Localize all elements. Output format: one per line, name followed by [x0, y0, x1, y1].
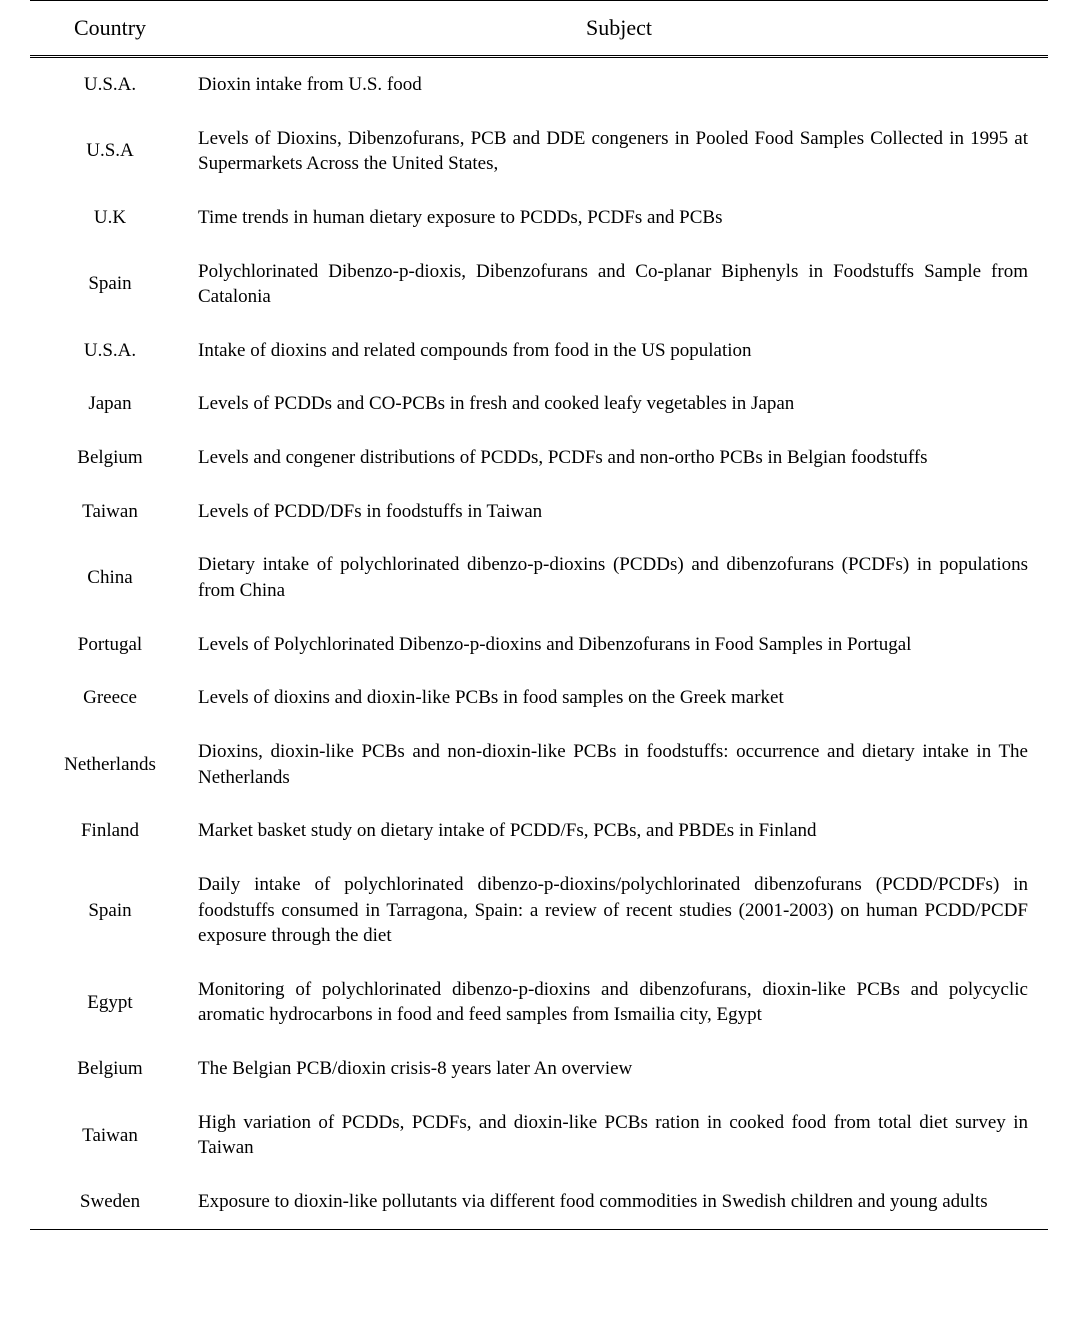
country-cell: Spain	[30, 245, 190, 324]
subject-cell: Market basket study on dietary intake of…	[190, 804, 1048, 858]
subject-cell: Dioxins, dioxin-like PCBs and non-dioxin…	[190, 725, 1048, 804]
country-cell: Belgium	[30, 431, 190, 485]
table-row: U.S.A Levels of Dioxins, Dibenzofurans, …	[30, 112, 1048, 191]
table-row: U.S.A. Intake of dioxins and related com…	[30, 324, 1048, 378]
country-cell: Spain	[30, 858, 190, 963]
table-body: U.S.A. Dioxin intake from U.S. food U.S.…	[30, 57, 1048, 1230]
country-cell: Netherlands	[30, 725, 190, 804]
country-cell: China	[30, 538, 190, 617]
subject-cell: Polychlorinated Dibenzo-p-dioxis, Dibenz…	[190, 245, 1048, 324]
table-row: Taiwan High variation of PCDDs, PCDFs, a…	[30, 1096, 1048, 1175]
table-row: Belgium Levels and congener distribution…	[30, 431, 1048, 485]
table-row: Spain Daily intake of polychlorinated di…	[30, 858, 1048, 963]
subject-cell: Levels of dioxins and dioxin-like PCBs i…	[190, 671, 1048, 725]
subject-cell: Dioxin intake from U.S. food	[190, 57, 1048, 112]
country-cell: Finland	[30, 804, 190, 858]
subject-cell: Daily intake of polychlorinated dibenzo-…	[190, 858, 1048, 963]
table-container: Country Subject U.S.A. Dioxin intake fro…	[0, 0, 1078, 1230]
subject-cell: Exposure to dioxin-like pollutants via d…	[190, 1175, 1048, 1229]
country-cell: U.S.A	[30, 112, 190, 191]
country-cell: U.S.A.	[30, 57, 190, 112]
subject-cell: Levels of PCDD/DFs in foodstuffs in Taiw…	[190, 485, 1048, 539]
table-row: Taiwan Levels of PCDD/DFs in foodstuffs …	[30, 485, 1048, 539]
country-cell: Belgium	[30, 1042, 190, 1096]
table-row: Japan Levels of PCDDs and CO-PCBs in fre…	[30, 377, 1048, 431]
table-row: Portugal Levels of Polychlorinated Diben…	[30, 618, 1048, 672]
country-column-header: Country	[30, 1, 190, 57]
country-cell: Taiwan	[30, 485, 190, 539]
subject-column-header: Subject	[190, 1, 1048, 57]
subject-cell: Intake of dioxins and related compounds …	[190, 324, 1048, 378]
subject-cell: Time trends in human dietary exposure to…	[190, 191, 1048, 245]
table-row: U.K Time trends in human dietary exposur…	[30, 191, 1048, 245]
country-cell: Portugal	[30, 618, 190, 672]
subject-cell: Levels of Polychlorinated Dibenzo-p-diox…	[190, 618, 1048, 672]
table-row: Spain Polychlorinated Dibenzo-p-dioxis, …	[30, 245, 1048, 324]
table-row: Belgium The Belgian PCB/dioxin crisis-8 …	[30, 1042, 1048, 1096]
table-header: Country Subject	[30, 1, 1048, 57]
country-cell: Sweden	[30, 1175, 190, 1229]
subject-cell: Levels and congener distributions of PCD…	[190, 431, 1048, 485]
table-row: Netherlands Dioxins, dioxin-like PCBs an…	[30, 725, 1048, 804]
studies-table: Country Subject U.S.A. Dioxin intake fro…	[30, 0, 1048, 1230]
table-row: Sweden Exposure to dioxin-like pollutant…	[30, 1175, 1048, 1229]
table-row: China Dietary intake of polychlorinated …	[30, 538, 1048, 617]
table-row: Greece Levels of dioxins and dioxin-like…	[30, 671, 1048, 725]
country-cell: U.S.A.	[30, 324, 190, 378]
subject-cell: Levels of Dioxins, Dibenzofurans, PCB an…	[190, 112, 1048, 191]
subject-cell: Monitoring of polychlorinated dibenzo-p-…	[190, 963, 1048, 1042]
subject-cell: The Belgian PCB/dioxin crisis-8 years la…	[190, 1042, 1048, 1096]
country-cell: Japan	[30, 377, 190, 431]
table-row: Egypt Monitoring of polychlorinated dibe…	[30, 963, 1048, 1042]
subject-cell: Levels of PCDDs and CO-PCBs in fresh and…	[190, 377, 1048, 431]
subject-cell: Dietary intake of polychlorinated dibenz…	[190, 538, 1048, 617]
country-cell: Egypt	[30, 963, 190, 1042]
header-row: Country Subject	[30, 1, 1048, 57]
country-cell: U.K	[30, 191, 190, 245]
subject-cell: High variation of PCDDs, PCDFs, and diox…	[190, 1096, 1048, 1175]
table-row: U.S.A. Dioxin intake from U.S. food	[30, 57, 1048, 112]
country-cell: Taiwan	[30, 1096, 190, 1175]
country-cell: Greece	[30, 671, 190, 725]
table-row: Finland Market basket study on dietary i…	[30, 804, 1048, 858]
